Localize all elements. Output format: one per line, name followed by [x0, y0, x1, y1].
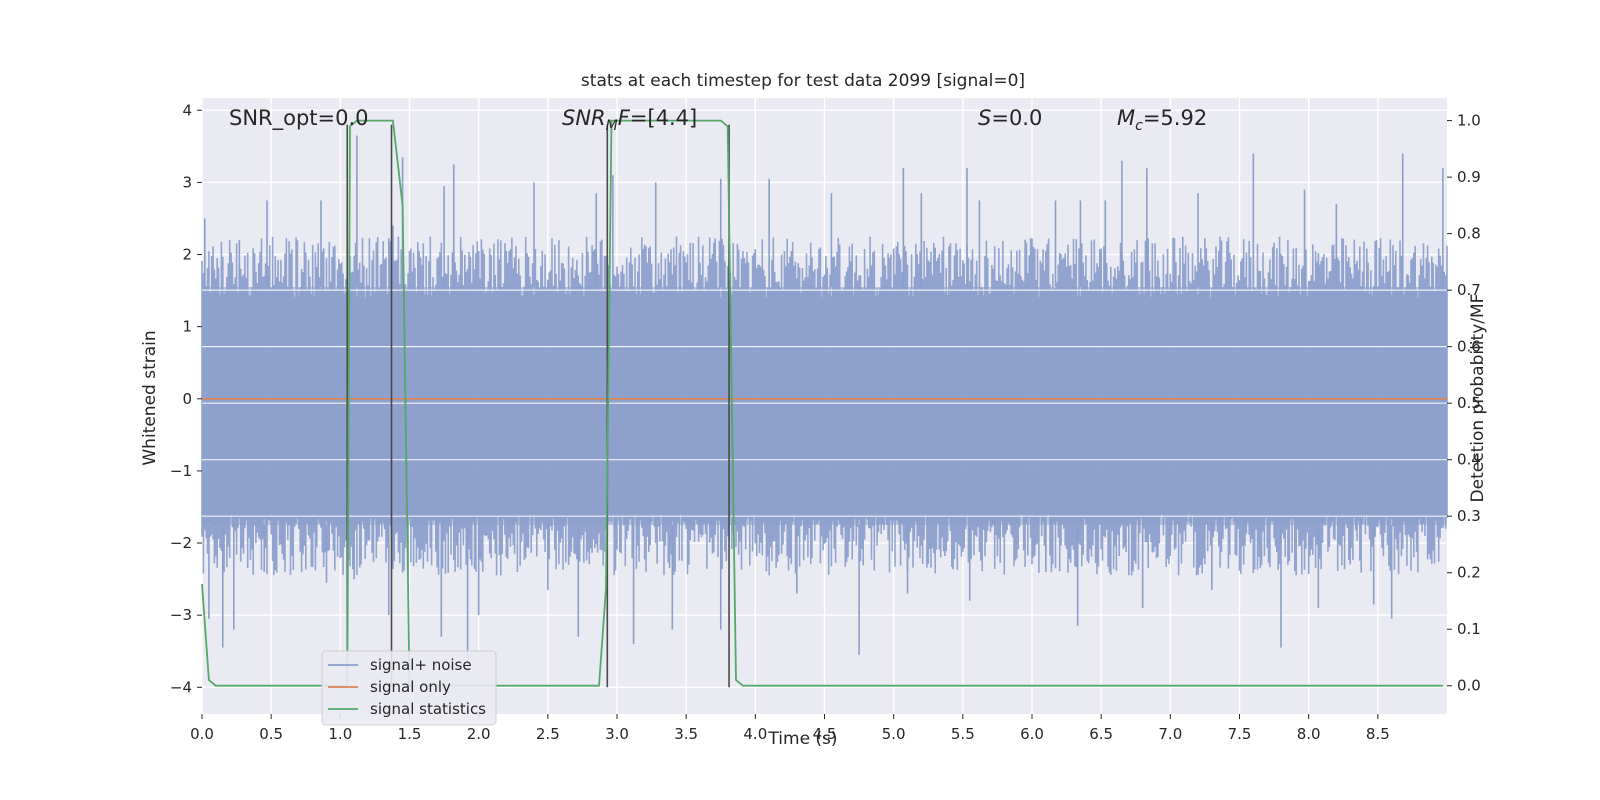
chart-title: stats at each timestep for test data 209… [581, 71, 1025, 91]
y-right-tick-label: 0.2 [1457, 564, 1481, 582]
y-left-tick-label: −2 [170, 534, 192, 552]
y-right-tick-label: 0.3 [1457, 507, 1481, 525]
y-right-tick-label: 0.8 [1457, 225, 1481, 243]
annotations: SNR_opt=0.0 SNRMF=[4.4] S=0.0 Mc=5.92 [229, 106, 1207, 134]
axes: 0.0 0.5 1.0 1.5 2.0 2.5 3.0 3.5 4.0 4.5 5.0 5.5 6.0 6… [170, 101, 1481, 743]
x-tick-label: 5.0 [882, 725, 906, 743]
y-axis-right-label: Detection probability/MF [1468, 294, 1488, 503]
y-left-tick-label: 2 [182, 246, 192, 264]
x-tick-label: 2.5 [536, 725, 560, 743]
legend-box [321, 650, 497, 726]
y-right-tick-label: 0.1 [1457, 620, 1481, 638]
x-tick-label: 6.5 [1089, 725, 1113, 743]
x-tick-label: 7.0 [1158, 725, 1182, 743]
x-tick-label: 2.0 [467, 725, 491, 743]
y-right-tick-label: 0.9 [1457, 168, 1481, 186]
x-tick-label: 3.5 [674, 725, 698, 743]
annotation-0: SNR_opt=0.0 [229, 106, 369, 131]
x-tick-label: 1.0 [328, 725, 352, 743]
y-right-tick-label: 0.6 [1457, 338, 1481, 356]
x-tick-label: 4.5 [813, 725, 837, 743]
x-tick-label: 4.0 [743, 725, 767, 743]
x-tick-label: 3.0 [605, 725, 629, 743]
y-left-tick-label: −4 [170, 678, 192, 696]
annotation-1: SNRMF=[4.4] [562, 106, 697, 134]
y-left-tick-label: −1 [170, 462, 192, 480]
y-left-tick-label: 1 [182, 318, 192, 336]
x-tick-label: 6.0 [1020, 725, 1044, 743]
y-right-tick-label: 0.4 [1457, 451, 1481, 469]
x-tick-label: 5.5 [951, 725, 975, 743]
x-tick-label: 0.0 [190, 725, 214, 743]
series-signal-noise [201, 135, 1448, 673]
x-axis-label: Time (s) [767, 729, 837, 749]
legend-label-0: signal+ noise [370, 656, 472, 674]
y-right-tick-label: 0.7 [1457, 281, 1481, 299]
x-tick-label: 8.5 [1366, 725, 1390, 743]
y-left-tick-label: −3 [170, 606, 192, 624]
legend: signal+ noise signal only signal statistic… [321, 650, 497, 726]
y-right-tick-label: 0.5 [1457, 394, 1481, 412]
y-left-tick-label: 4 [182, 101, 192, 119]
x-tick-label: 0.5 [259, 725, 283, 743]
x-tick-label: 1.5 [398, 725, 422, 743]
y-left-tick-label: 0 [182, 390, 192, 408]
y-right-tick-label: 1.0 [1457, 112, 1481, 130]
annotation-2: S=0.0 [978, 106, 1042, 130]
y-axis-left-label: Whitened strain [140, 330, 160, 465]
x-tick-label: 8.0 [1297, 725, 1321, 743]
annotation-3: Mc=5.92 [1117, 106, 1207, 134]
legend-label-2: signal statistics [370, 700, 486, 718]
noise-core [202, 286, 1447, 526]
x-tick-label: 7.5 [1228, 725, 1252, 743]
legend-label-1: signal only [370, 678, 451, 696]
y-right-tick-label: 0.0 [1457, 677, 1481, 695]
y-left-tick-label: 3 [182, 173, 192, 191]
